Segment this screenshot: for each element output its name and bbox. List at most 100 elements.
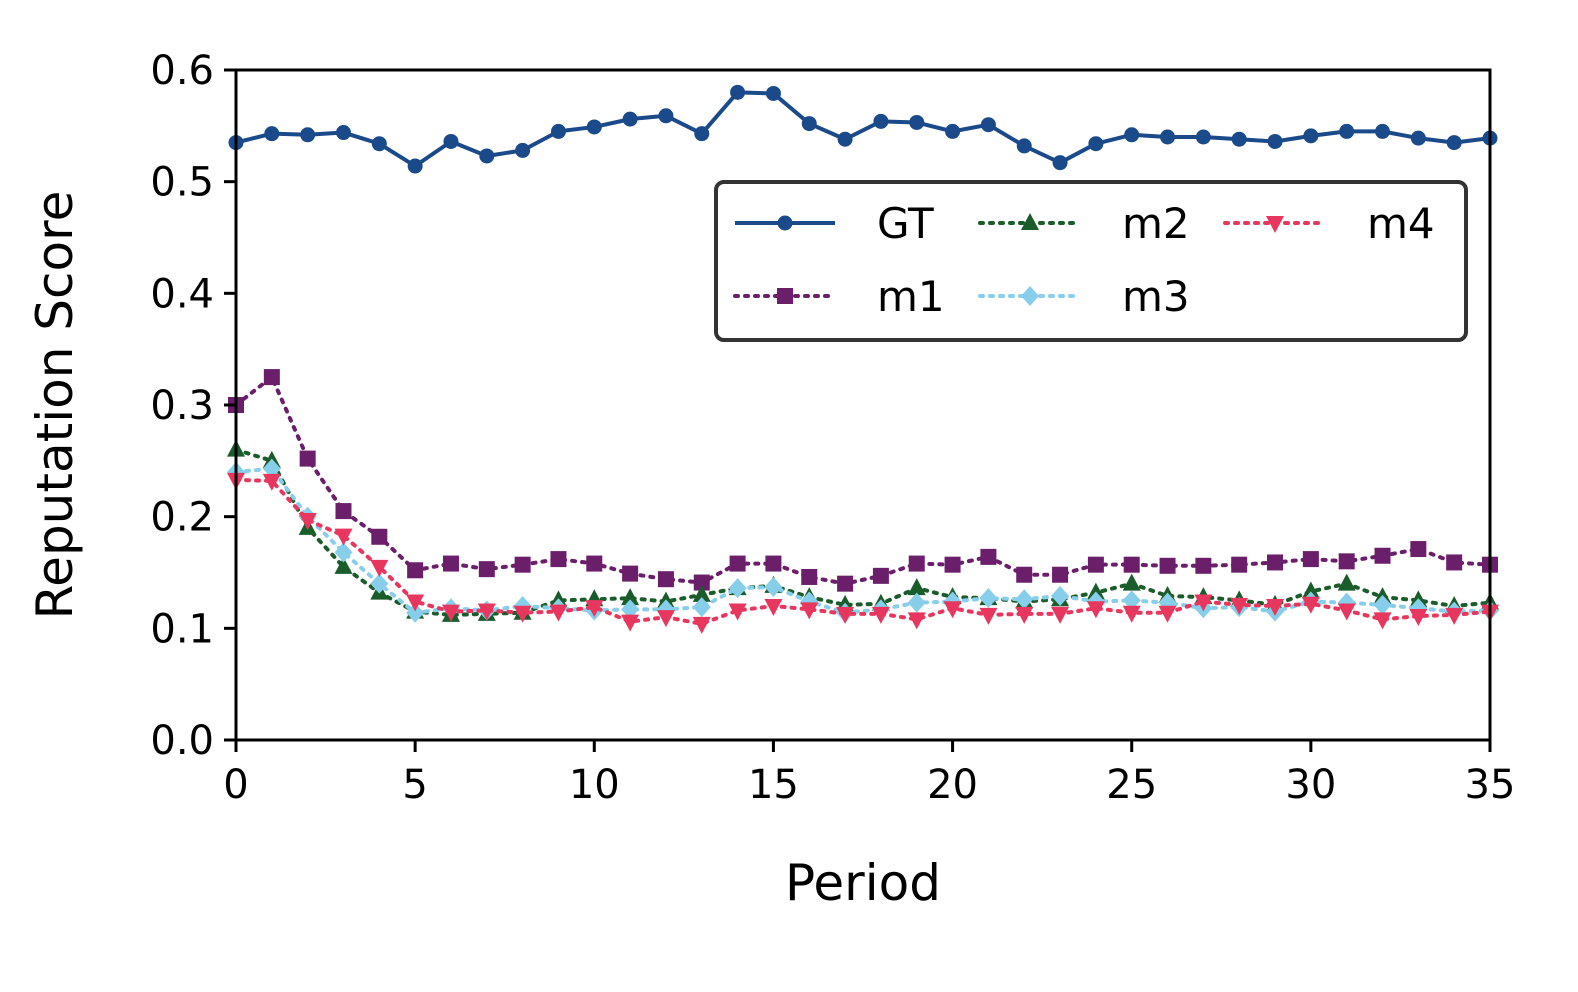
data-point-m1: [1231, 556, 1248, 573]
data-point-m4: [979, 607, 998, 625]
data-point-gt: [765, 85, 781, 101]
data-point-m1: [263, 369, 280, 386]
data-point-m2: [1337, 573, 1356, 591]
data-point-gt: [801, 116, 817, 132]
y-tick-label: 0.3: [150, 383, 214, 429]
legend: GT m1 m2 m3 m4: [714, 180, 1468, 342]
series-line-m1: [234, 375, 1492, 586]
data-point-m3: [728, 578, 747, 599]
data-point-m3: [907, 592, 926, 613]
data-point-m1: [872, 567, 889, 584]
legend-label: m1: [877, 272, 945, 321]
data-point-m1: [550, 551, 567, 568]
data-point-m4: [907, 612, 926, 630]
data-point-m1: [1195, 557, 1212, 574]
data-point-gt: [1339, 123, 1355, 139]
legend-frame: [714, 180, 1468, 342]
data-point-m2: [1122, 573, 1141, 591]
x-tick-label: 5: [402, 762, 427, 808]
data-point-m1: [335, 503, 352, 520]
series-line-m3: [234, 466, 1492, 615]
data-point-m4: [871, 606, 890, 624]
legend-label: m2: [1122, 199, 1190, 248]
data-point-m1: [1374, 547, 1391, 564]
legend-swatch-marker: [1021, 213, 1039, 230]
data-point-m4: [370, 559, 389, 577]
data-point-m3: [979, 588, 998, 609]
data-point-m4: [585, 600, 604, 618]
data-point-m1: [407, 562, 424, 579]
data-point-m4: [1194, 594, 1213, 612]
data-point-gt: [1446, 135, 1462, 151]
data-point-m4: [298, 513, 317, 531]
data-point-gt: [264, 126, 280, 142]
legend-swatch-marker: [1266, 216, 1284, 233]
data-point-m4: [1266, 599, 1285, 616]
data-point-m1: [299, 450, 316, 467]
data-point-m1: [837, 575, 854, 592]
x-tick-label: 20: [927, 762, 978, 808]
data-point-m4: [334, 528, 353, 546]
data-point-m1: [765, 555, 782, 572]
data-point-gt: [622, 111, 638, 127]
data-point-m4: [1158, 605, 1177, 623]
data-point-m1: [1052, 566, 1069, 583]
y-tick-label: 0.1: [150, 606, 214, 652]
data-point-m1: [908, 555, 925, 572]
series-gt: [228, 84, 1498, 174]
data-point-m3: [1373, 594, 1392, 615]
data-point-m1: [1159, 557, 1176, 574]
data-point-gt: [300, 127, 316, 143]
data-point-m3: [370, 573, 389, 594]
data-point-m4: [406, 594, 425, 612]
data-point-m3: [692, 597, 711, 618]
data-point-gt: [515, 142, 531, 158]
legend-label: m4: [1367, 199, 1435, 248]
x-tick-label: 25: [1106, 762, 1157, 808]
data-point-m4: [549, 604, 568, 622]
x-tick-label: 30: [1285, 762, 1336, 808]
x-tick-label: 15: [748, 762, 799, 808]
data-point-m3: [262, 458, 281, 479]
legend-item-m4: m4: [1223, 199, 1435, 248]
series-line-m2: [234, 447, 1492, 617]
x-tick-label: 10: [569, 762, 620, 808]
data-point-m1: [801, 568, 818, 585]
x-tick-label: 35: [1465, 762, 1516, 808]
data-point-gt: [586, 119, 602, 135]
data-point-gt: [1231, 131, 1247, 147]
series-line-m4: [234, 477, 1492, 626]
data-point-m4: [1445, 607, 1464, 625]
data-point-m4: [836, 606, 855, 624]
data-point-gt: [1088, 136, 1104, 152]
data-point-m3: [764, 577, 783, 598]
legend-item-m3: m3: [978, 272, 1190, 321]
legend-swatch-marker: [777, 288, 793, 304]
data-point-m2: [1301, 581, 1320, 599]
data-point-m4: [692, 616, 711, 634]
legend-item-gt: GT: [735, 199, 934, 248]
data-point-gt: [837, 131, 853, 147]
data-point-m1: [1446, 554, 1463, 571]
data-point-gt: [335, 125, 351, 141]
data-point-gt: [443, 133, 459, 149]
axes-ticks: 0 5 10 15 20 25 30 35 0.0 0.1 0.2 0.3 0.4 0.5 0.6: [150, 48, 1515, 808]
data-point-m1: [586, 555, 603, 572]
legend-label: m3: [1122, 272, 1190, 321]
data-point-gt: [1052, 155, 1068, 171]
data-point-gt: [1303, 128, 1319, 144]
plot-frame: [234, 68, 1492, 742]
data-point-gt: [980, 117, 996, 133]
data-point-m3: [334, 542, 353, 563]
data-point-m1: [1338, 553, 1355, 570]
data-point-gt: [550, 123, 566, 139]
y-tick-label: 0.0: [150, 718, 214, 764]
data-point-m4: [1230, 597, 1249, 615]
data-point-m1: [1410, 541, 1427, 558]
data-point-m2: [1086, 582, 1105, 600]
y-tick-label: 0.5: [150, 160, 214, 206]
data-point-gt: [1267, 133, 1283, 149]
data-point-m2: [621, 588, 640, 606]
data-point-m3: [406, 602, 425, 623]
